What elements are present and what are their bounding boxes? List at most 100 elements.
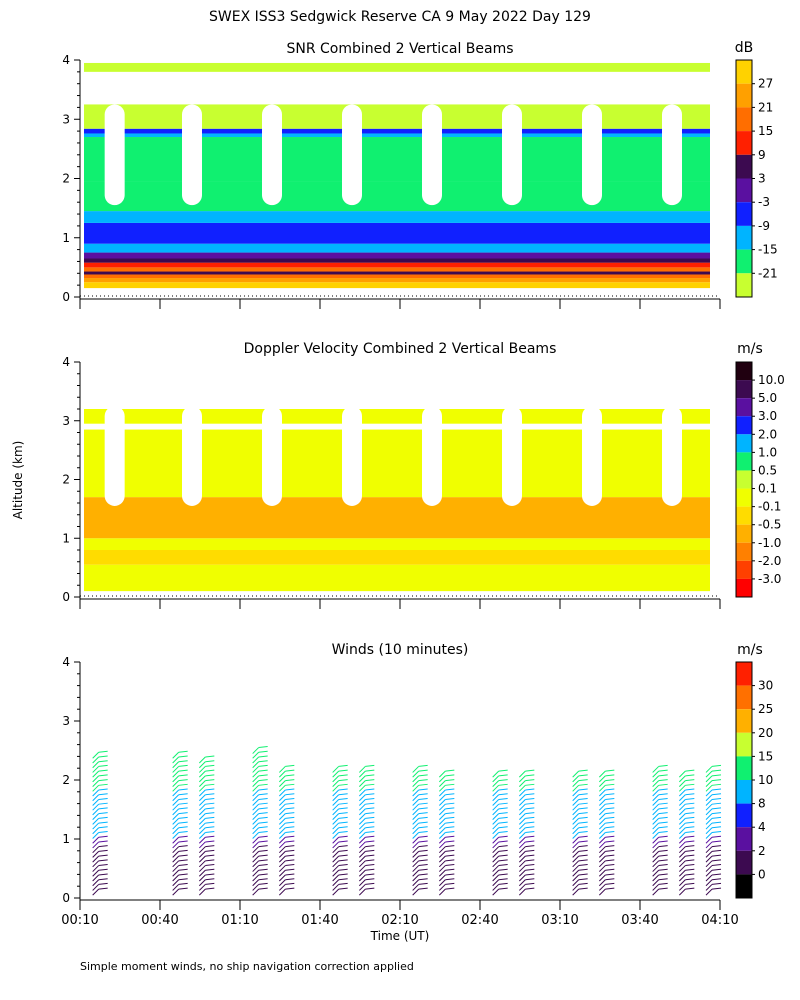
- wind-profile: [92, 750, 108, 896]
- wind-barb-staff: [198, 846, 206, 854]
- y-tick-label: 4: [62, 655, 70, 669]
- wind-barb-staff: [92, 813, 100, 820]
- colorbar-label: 1.0: [758, 445, 777, 459]
- wind-barb-flag: [445, 826, 455, 829]
- wind-barb-staff: [198, 832, 206, 839]
- colorbar-label: 3.0: [758, 409, 777, 423]
- wind-barb-flag: [605, 859, 615, 862]
- wind-barb-staff: [438, 874, 446, 882]
- wind-barb-staff: [518, 775, 526, 783]
- wind-barb-flag: [445, 864, 455, 867]
- wind-barb-flag: [285, 849, 295, 852]
- wind-barb-flag: [178, 821, 188, 824]
- y-tick-label: 2: [62, 172, 70, 186]
- wind-barb-staff: [252, 869, 260, 877]
- wind-barb-staff: [358, 803, 366, 811]
- wind-barb-flag: [205, 760, 215, 763]
- data-gap: [104, 104, 125, 206]
- wind-barb-staff: [598, 888, 606, 896]
- wind-barb-flag: [98, 788, 108, 791]
- wind-barb-flag: [685, 788, 695, 791]
- wind-barb-flag: [285, 816, 295, 819]
- wind-barb-flag: [711, 859, 722, 862]
- wind-barb-staff: [278, 865, 286, 872]
- wind-barb-staff: [198, 803, 206, 811]
- snr-panel-title: SNR Combined 2 Vertical Beams: [286, 41, 513, 57]
- wind-barb-staff: [518, 865, 526, 872]
- wind-barb-staff: [598, 836, 606, 844]
- wind-barb-staff: [172, 817, 180, 825]
- wind-barb-staff: [278, 822, 286, 830]
- wind-barb-staff: [252, 884, 260, 891]
- wind-barb-staff: [598, 846, 606, 854]
- wind-barb-staff: [278, 869, 286, 877]
- wind-barb-staff: [198, 879, 206, 887]
- wind-barb-flag: [658, 793, 668, 796]
- heatmap-layer: [84, 62, 710, 72]
- wind-barb-flag: [178, 812, 188, 815]
- wind-barb-flag: [711, 764, 722, 767]
- wind-barb-staff: [705, 846, 713, 854]
- wind-barb-staff: [438, 865, 446, 872]
- wind-barb-flag: [338, 835, 348, 838]
- wind-barb-flag: [525, 797, 535, 800]
- wind-barb-flag: [418, 859, 428, 862]
- wind-barb-staff: [412, 884, 420, 891]
- wind-barb-staff: [252, 770, 260, 778]
- wind-barb-staff: [652, 817, 660, 825]
- wind-barb-staff: [438, 879, 446, 887]
- wind-barb-staff: [358, 784, 366, 792]
- wind-barb-flag: [445, 878, 455, 881]
- wind-barb-staff: [332, 794, 340, 802]
- wind-barb-flag: [578, 864, 588, 867]
- wind-barb-flag: [445, 831, 455, 834]
- wind-barb-flag: [578, 873, 588, 876]
- wind-barb-staff: [332, 766, 340, 773]
- wind-barb-staff: [92, 836, 100, 844]
- wind-barb-flag: [498, 783, 508, 786]
- wind-barb-staff: [332, 817, 340, 825]
- wind-barb-flag: [578, 887, 588, 890]
- wind-barb-flag: [258, 746, 268, 749]
- wind-barb-staff: [92, 888, 100, 896]
- wind-barb-flag: [498, 769, 508, 772]
- wind-barb-staff: [652, 874, 660, 882]
- wind-barb-flag: [525, 864, 535, 867]
- wind-barb-flag: [338, 826, 348, 829]
- wind-barb-staff: [652, 841, 660, 849]
- wind-barb-staff: [678, 799, 686, 806]
- wind-barb-flag: [445, 873, 455, 876]
- wind-barb-staff: [278, 846, 286, 854]
- wind-barb-flag: [205, 788, 215, 791]
- wind-barb-flag: [285, 802, 295, 805]
- colorbar-swatch: [736, 874, 752, 898]
- wind-barb-staff: [492, 817, 500, 825]
- wind-barb-staff: [358, 817, 366, 825]
- wind-barb-flag: [98, 779, 108, 782]
- wind-barb-staff: [705, 832, 713, 839]
- data-gap: [262, 104, 282, 206]
- wind-barb-flag: [658, 849, 668, 852]
- wind-barb-flag: [205, 755, 215, 758]
- wind-barb-flag: [711, 783, 722, 786]
- wind-barb-flag: [658, 812, 668, 815]
- wind-barb-flag: [285, 788, 295, 791]
- wind-barb-staff: [92, 841, 100, 849]
- wind-barb-flag: [711, 816, 722, 819]
- wind-barb-staff: [358, 789, 366, 797]
- wind-barb-staff: [492, 803, 500, 811]
- wind-barb-staff: [412, 799, 420, 806]
- wind-barb-flag: [658, 873, 668, 876]
- wind-barb-flag: [578, 882, 588, 885]
- wind-barb-flag: [205, 882, 215, 885]
- data-gap: [422, 104, 442, 206]
- wind-barb-staff: [172, 784, 180, 792]
- wind-barb-flag: [658, 845, 668, 848]
- wind-barb-flag: [498, 868, 508, 871]
- wind-barb-flag: [525, 849, 535, 852]
- wind-barb-staff: [678, 784, 686, 792]
- wind-barb-flag: [525, 868, 535, 871]
- wind-barb-flag: [418, 873, 428, 876]
- wind-barb-staff: [358, 808, 366, 816]
